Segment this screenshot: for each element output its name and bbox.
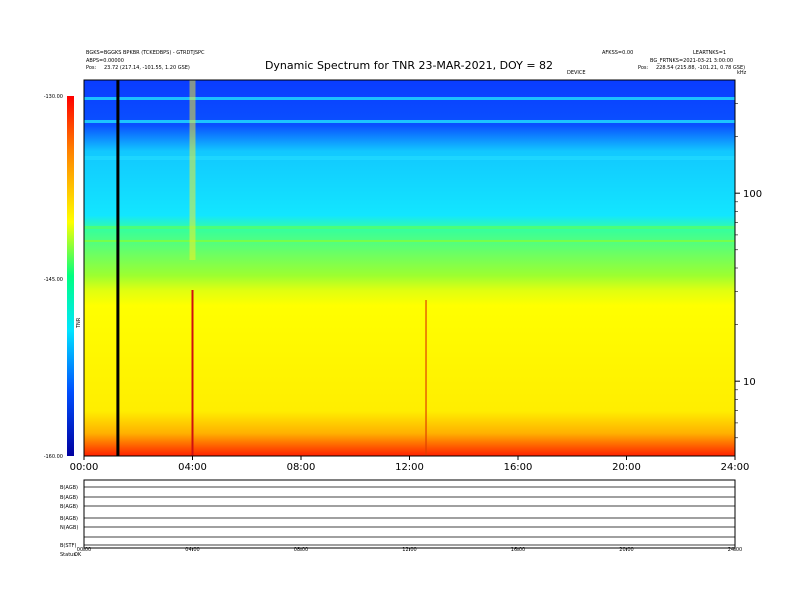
event-layer (116, 80, 427, 456)
row-label-0: B(AGB) (60, 485, 78, 491)
header-left-line1: BGKS=BGGKS BPKBR (TCKEDBPS) - GTRDTJSPC (86, 50, 205, 56)
y-tick-label-1: 10 (743, 377, 756, 388)
header-left-pos-label: Pos: (86, 65, 97, 71)
colorbar-label: TNR (76, 317, 82, 329)
spectrogram-background (84, 80, 735, 456)
ts-tick-label-4: 16:00 (511, 547, 525, 553)
colorbar-gradient (67, 96, 74, 456)
header-center-small: DEVICE (567, 70, 586, 76)
header-right-pos-label: Pos: (638, 65, 649, 71)
timeseries-frame (83, 479, 736, 549)
spectrogram-panel: 00:00 04:00 08:00 12:00 16:00 20:00 24:00 1001… (70, 79, 762, 473)
row-label-4: N(AGB) (60, 525, 78, 531)
header-right-corner: kHz (737, 70, 747, 76)
x-tick-label-3: 12:00 (395, 462, 424, 473)
band-stripe-3 (84, 226, 735, 229)
header-left-line2: ABPS=0.00000 (86, 58, 124, 64)
header-left-pos: 23.72 (217.14, -101.55, 1.20 GSE) (104, 65, 190, 71)
band-stripe-2 (84, 156, 735, 160)
colorbar-tick-mid: -145.00 (44, 277, 63, 283)
header-right-line1: LEARTNKS=1 (693, 50, 726, 56)
band-texture-layer (84, 97, 735, 242)
timeseries-rows: B(AGB) B(AGB) B(AGB) B(AGB) N(AGB) B(STF) (60, 485, 735, 549)
y-tick-label-0: 100 (743, 189, 762, 200)
band-stripe-1 (84, 120, 735, 123)
ts-tick-label-0: 00:00 (77, 547, 91, 553)
ts-tick-label-1: 04:00 (185, 547, 199, 553)
status-label: Status (60, 552, 76, 558)
y-axis-ticks: 100 10 (735, 103, 762, 439)
band-stripe-4 (84, 240, 735, 242)
chart-title: Dynamic Spectrum for TNR 23-MAR-2021, DO… (265, 59, 553, 72)
x-tick-label-5: 20:00 (612, 462, 641, 473)
x-tick-label-6: 24:00 (721, 462, 750, 473)
row-label-1: B(AGB) (60, 495, 78, 501)
timeseries-panel: B(AGB) B(AGB) B(AGB) B(AGB) N(AGB) B(STF) 00:… (60, 479, 742, 558)
band-stripe-0 (84, 97, 735, 100)
x-tick-label-1: 04:00 (178, 462, 207, 473)
row-label-3: B(AGB) (60, 516, 78, 522)
header-mid-right: AFKSS=0.00 (602, 50, 633, 56)
colorbar-tick-bottom: -160.00 (44, 454, 63, 460)
ts-tick-label-3: 12:00 (402, 547, 416, 553)
event-line-0 (116, 80, 120, 456)
ts-tick-label-5: 20:00 (619, 547, 633, 553)
colorbar: -130.00 -145.00 -160.00 TNR (44, 94, 82, 460)
timeseries-x-ticks: 00:00 04:00 08:00 12:00 16:00 20:00 24:00 (77, 547, 742, 553)
x-tick-label-0: 00:00 (70, 462, 99, 473)
row-label-6: B(STF) (60, 543, 76, 549)
x-tick-label-2: 08:00 (287, 462, 316, 473)
colorbar-tick-top: -130.00 (44, 94, 63, 100)
status-value: OK (74, 552, 82, 558)
ts-tick-label-6: 24:00 (728, 547, 742, 553)
row-label-2: B(AGB) (60, 504, 78, 510)
x-tick-label-4: 16:00 (504, 462, 533, 473)
header-right-line2: BG_FRTNKS=2021-03-21 3:00:00 (650, 58, 733, 64)
x-axis-ticks: 00:00 04:00 08:00 12:00 16:00 20:00 24:00 (70, 456, 750, 473)
event-spike-2 (425, 300, 427, 456)
event-burst-core-1 (191, 290, 194, 456)
header-right-pos: 228.54 (215.88, -101.21, 0.78 GSE) (656, 65, 745, 71)
ts-tick-label-2: 08:00 (294, 547, 308, 553)
event-burst-halo-1 (189, 80, 196, 260)
